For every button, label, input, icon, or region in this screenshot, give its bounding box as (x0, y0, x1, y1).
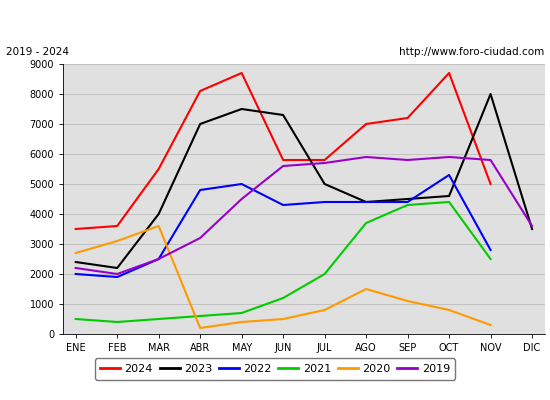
Text: Evolucion Nº Turistas Extranjeros en el municipio de Ronda: Evolucion Nº Turistas Extranjeros en el … (78, 14, 472, 28)
Text: http://www.foro-ciudad.com: http://www.foro-ciudad.com (399, 47, 544, 57)
Legend: 2024, 2023, 2022, 2021, 2020, 2019: 2024, 2023, 2022, 2021, 2020, 2019 (95, 358, 455, 380)
Text: 2019 - 2024: 2019 - 2024 (6, 47, 69, 57)
